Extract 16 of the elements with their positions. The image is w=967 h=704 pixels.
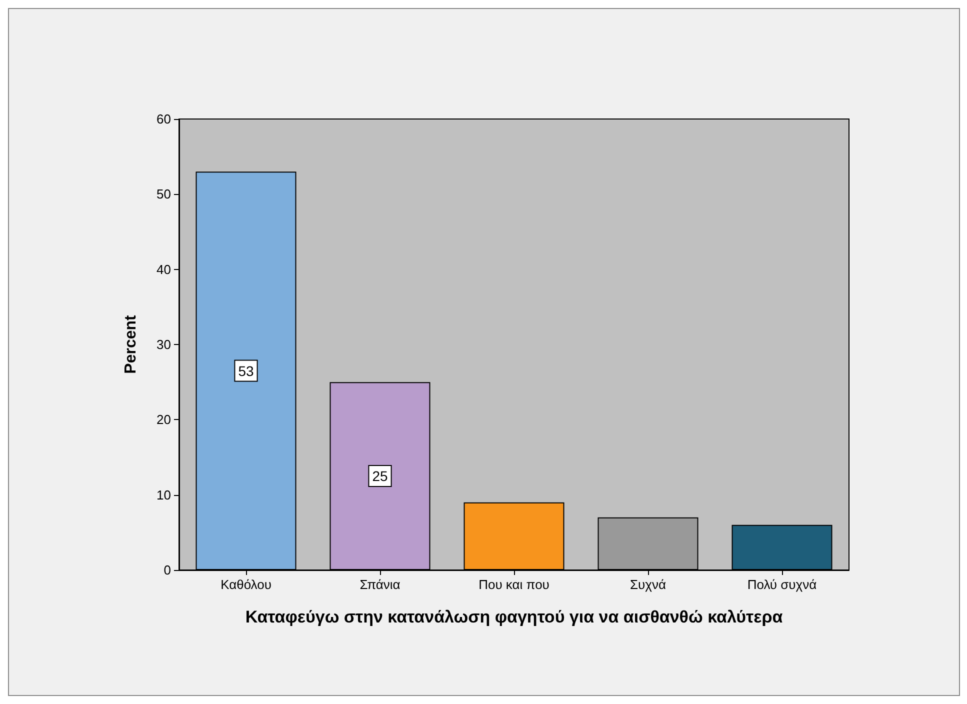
- x-tick-label: Πολύ συχνά: [747, 577, 818, 592]
- data-label: 53: [238, 362, 254, 379]
- y-tick-label: 30: [156, 337, 171, 352]
- y-tick-label: 60: [156, 112, 171, 126]
- y-tick-label: 0: [164, 562, 171, 578]
- y-tick-label: 50: [156, 186, 171, 202]
- x-tick-label: Καθόλου: [220, 577, 272, 592]
- y-tick-label: 40: [156, 262, 171, 277]
- x-tick-label: Σπάνια: [360, 577, 401, 592]
- x-axis-title: Καταφεύγω στην κατανάλωση φαγητού για να αισθανθώ καλύτερα: [245, 608, 784, 626]
- y-tick-label: 20: [156, 412, 171, 428]
- y-tick-label: 10: [156, 487, 171, 502]
- x-tick-label: Συχνά: [630, 577, 666, 592]
- y-axis-title: Percent: [122, 314, 140, 374]
- x-tick-label: Που και που: [478, 577, 550, 592]
- data-label: 25: [372, 468, 388, 484]
